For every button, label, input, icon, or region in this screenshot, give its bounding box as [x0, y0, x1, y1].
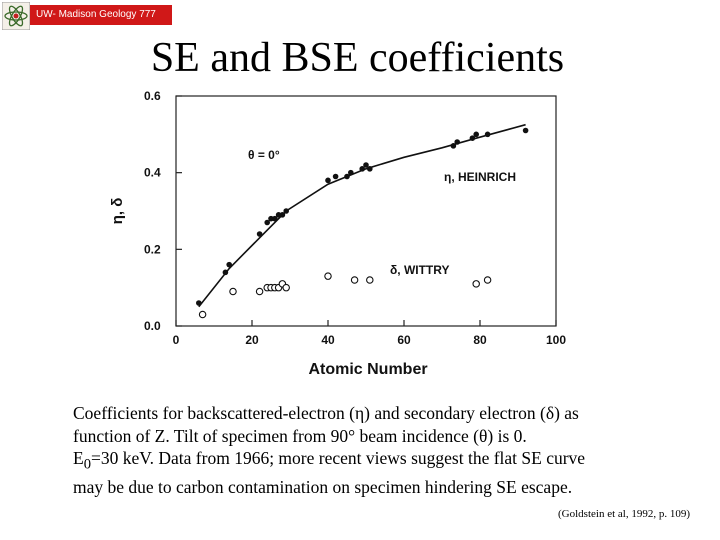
x-tick-label: 0	[173, 333, 180, 347]
scatter-chart: 0.0 0.2 0.4 0.6 0 20 40 60 80 100 η, δ Atomic Nu…	[109, 89, 567, 378]
angle-annotation: θ = 0°	[248, 148, 280, 162]
se-point	[366, 276, 374, 284]
x-tick-label: 60	[397, 333, 411, 347]
caption-line-3: E0=30 keV. Data from 1966; more recent v…	[73, 447, 663, 476]
se-point	[350, 276, 359, 284]
se-point	[198, 310, 207, 319]
bse-point	[450, 143, 457, 149]
plot-frame	[175, 95, 557, 327]
bse-point	[469, 135, 476, 141]
se-point	[255, 287, 264, 296]
se-point	[229, 287, 237, 296]
y-tick-labels: 0.0 0.2 0.4 0.6	[144, 89, 161, 333]
x-tick-label: 40	[321, 333, 335, 347]
bse-point	[454, 139, 461, 145]
bse-point	[222, 269, 229, 276]
bse-point	[272, 215, 278, 222]
se-point	[324, 272, 332, 280]
y-tick-label: 0.0	[144, 319, 161, 333]
caption: Coefficients for backscattered-electron …	[73, 402, 663, 499]
bse-point	[367, 166, 373, 172]
se-point	[483, 276, 492, 284]
bse-point	[344, 173, 350, 180]
bse-point	[473, 131, 480, 138]
bse-point	[256, 231, 263, 237]
x-axis-label: Atomic Number	[308, 361, 427, 378]
x-tick-label: 100	[546, 333, 566, 347]
bse-point	[484, 131, 491, 138]
tick-marks	[175, 95, 557, 327]
se-points	[198, 272, 492, 319]
caption-line-3-text: =30 keV. Data from 1966; more recent vie…	[91, 448, 586, 468]
se-point	[282, 283, 290, 292]
y-tick-label: 0.6	[144, 89, 161, 103]
bse-point	[283, 208, 289, 214]
bse-point	[363, 162, 369, 168]
course-banner: UW- Madison Geology 777	[30, 5, 172, 25]
caption-line-2: function of Z. Tilt of specimen from 90°…	[73, 425, 527, 446]
bse-point	[264, 219, 270, 226]
se-point	[472, 280, 480, 288]
caption-energy-symbol: E	[73, 448, 84, 468]
heinrich-label: η, HEINRICH	[444, 170, 516, 184]
citation: (Goldstein et al, 1992, p. 109)	[558, 508, 690, 520]
y-tick-label: 0.4	[144, 166, 161, 180]
y-axis-label: η, δ	[109, 198, 126, 225]
bse-point	[332, 173, 339, 180]
bse-point	[325, 177, 331, 184]
bse-points	[196, 127, 529, 306]
y-tick-label: 0.2	[144, 242, 161, 256]
x-tick-label: 20	[245, 333, 259, 347]
slide-title: SE and BSE coefficients	[150, 35, 565, 81]
atom-logo-icon	[2, 2, 30, 30]
x-tick-labels: 0 20 40 60 80 100	[173, 333, 567, 347]
bse-point	[226, 261, 232, 268]
bse-point	[359, 166, 366, 172]
bse-point	[196, 300, 202, 306]
wittry-label: δ, WITTRY	[390, 263, 450, 277]
bse-point	[522, 127, 529, 134]
bse-point	[279, 212, 286, 218]
x-tick-label: 80	[473, 333, 487, 347]
caption-line-1: Coefficients for backscattered-electron …	[73, 403, 579, 423]
caption-energy-subscript: 0	[83, 456, 91, 473]
caption-line-4: may be due to carbon contamination on sp…	[73, 477, 573, 497]
bse-point	[348, 169, 354, 176]
